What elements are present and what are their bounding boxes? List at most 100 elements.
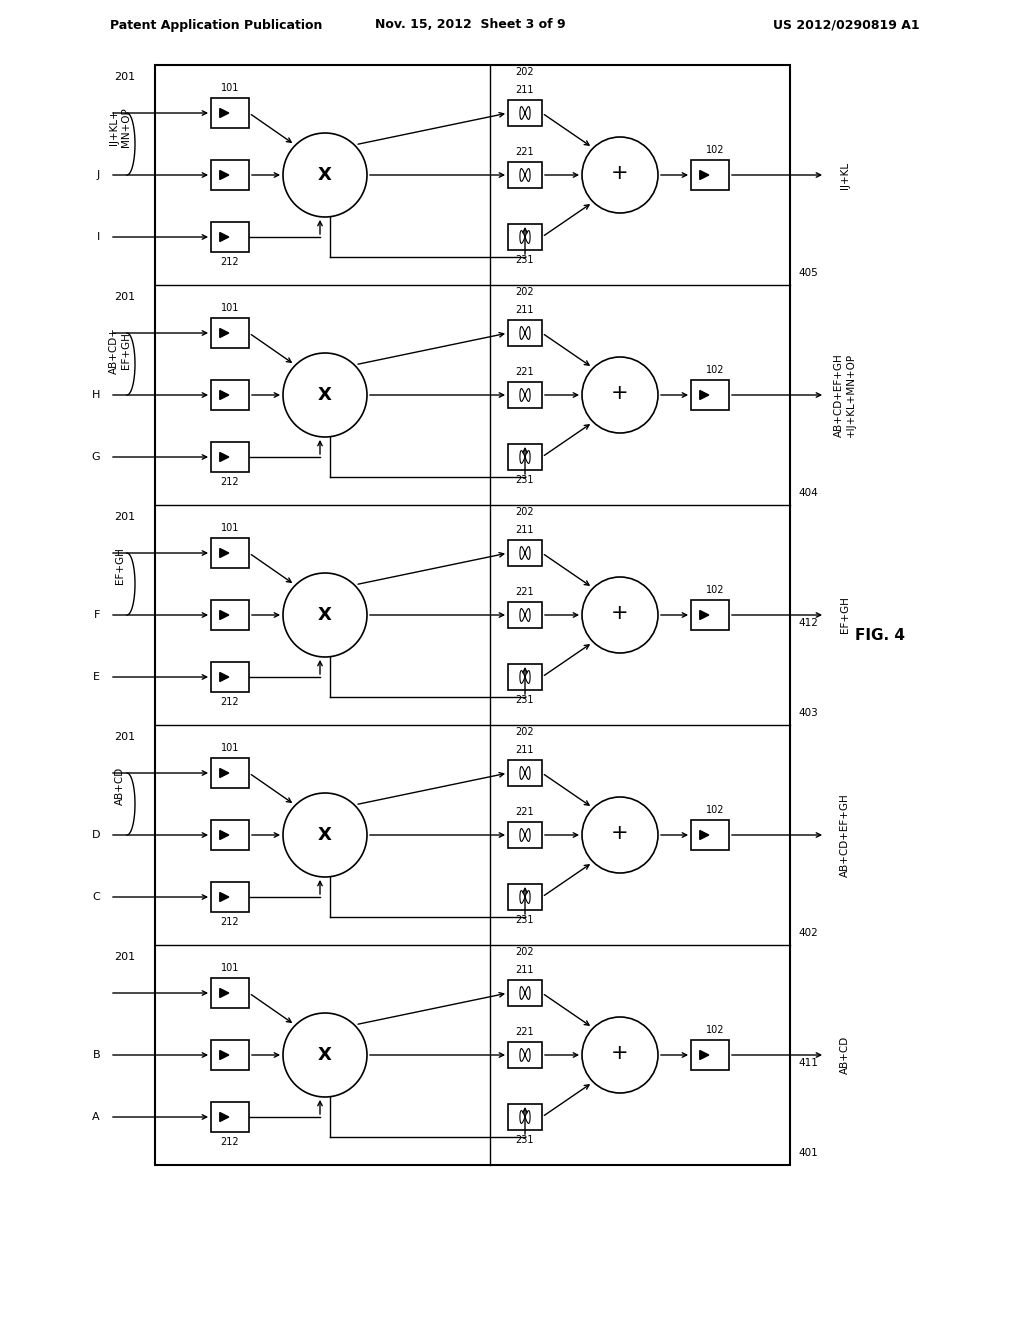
Text: +: + <box>611 603 629 623</box>
Text: 401: 401 <box>798 1148 818 1158</box>
Text: 201: 201 <box>114 512 135 521</box>
Text: B: B <box>92 1049 100 1060</box>
Text: 101: 101 <box>221 743 240 752</box>
Text: F: F <box>93 610 100 620</box>
Text: 201: 201 <box>114 733 135 742</box>
Text: X: X <box>318 385 332 404</box>
Text: 101: 101 <box>221 964 240 973</box>
Text: 201: 201 <box>114 73 135 82</box>
Text: 202: 202 <box>516 946 535 957</box>
Text: I: I <box>96 232 100 242</box>
Circle shape <box>582 137 658 213</box>
Bar <box>508 444 542 470</box>
Text: 211: 211 <box>516 525 535 535</box>
Text: 403: 403 <box>798 708 818 718</box>
Bar <box>508 319 542 346</box>
Text: 211: 211 <box>516 744 535 755</box>
Bar <box>508 979 542 1006</box>
Polygon shape <box>220 892 228 902</box>
Circle shape <box>283 133 367 216</box>
Polygon shape <box>220 170 228 180</box>
Text: FIG. 4: FIG. 4 <box>855 627 905 643</box>
Bar <box>211 978 249 1008</box>
Text: AB+CD: AB+CD <box>115 767 125 805</box>
Bar <box>691 820 729 850</box>
Polygon shape <box>220 989 228 998</box>
Text: C: C <box>92 892 100 902</box>
Circle shape <box>582 797 658 873</box>
Bar <box>211 442 249 473</box>
Circle shape <box>283 1012 367 1097</box>
Text: 202: 202 <box>516 727 535 737</box>
Bar <box>508 822 542 847</box>
Text: A: A <box>92 1111 100 1122</box>
Bar <box>155 65 790 1166</box>
Bar <box>508 100 542 125</box>
Text: 411: 411 <box>798 1059 818 1068</box>
Text: E: E <box>93 672 100 682</box>
Text: +: + <box>611 162 629 183</box>
Bar <box>211 758 249 788</box>
Text: AB+CD+
EF+GH: AB+CD+ EF+GH <box>110 327 131 374</box>
Text: 221: 221 <box>516 587 535 597</box>
Polygon shape <box>220 672 228 681</box>
Text: G: G <box>91 451 100 462</box>
Bar <box>508 760 542 785</box>
Text: 202: 202 <box>516 507 535 517</box>
Bar <box>691 160 729 190</box>
Bar <box>211 539 249 568</box>
Text: 102: 102 <box>706 585 724 595</box>
Circle shape <box>283 573 367 657</box>
Text: 212: 212 <box>221 477 240 487</box>
Text: 101: 101 <box>221 83 240 92</box>
Bar <box>211 318 249 348</box>
Text: 102: 102 <box>706 366 724 375</box>
Text: 102: 102 <box>706 805 724 814</box>
Polygon shape <box>220 453 228 462</box>
Text: X: X <box>318 606 332 624</box>
Text: +: + <box>611 1043 629 1063</box>
Text: EF+GH: EF+GH <box>115 546 125 583</box>
Text: AB+CD: AB+CD <box>840 1036 850 1074</box>
Text: 405: 405 <box>798 268 818 279</box>
Polygon shape <box>220 232 228 242</box>
Text: 212: 212 <box>221 917 240 927</box>
Bar <box>508 224 542 249</box>
Circle shape <box>283 793 367 876</box>
Text: J: J <box>96 170 100 180</box>
Text: D: D <box>91 830 100 840</box>
Bar <box>211 1040 249 1071</box>
Circle shape <box>582 356 658 433</box>
Bar <box>691 601 729 630</box>
Text: +: + <box>611 822 629 843</box>
Circle shape <box>582 1016 658 1093</box>
Polygon shape <box>699 1051 709 1060</box>
Text: 201: 201 <box>114 292 135 302</box>
Text: IJ+KL: IJ+KL <box>840 161 850 189</box>
Text: 221: 221 <box>516 1027 535 1038</box>
Bar <box>691 380 729 411</box>
Bar <box>211 380 249 411</box>
Text: +: + <box>611 383 629 403</box>
Polygon shape <box>699 170 709 180</box>
Text: AB+CD+EF+GH
+IJ+KL+MN+OP: AB+CD+EF+GH +IJ+KL+MN+OP <box>835 352 856 437</box>
Text: 102: 102 <box>706 145 724 154</box>
Bar <box>211 1102 249 1133</box>
Polygon shape <box>220 768 228 777</box>
Bar <box>211 882 249 912</box>
Polygon shape <box>220 610 228 619</box>
Text: 101: 101 <box>221 304 240 313</box>
Text: 101: 101 <box>221 523 240 533</box>
Text: 212: 212 <box>221 1137 240 1147</box>
Text: 211: 211 <box>516 305 535 315</box>
Text: 231: 231 <box>516 475 535 484</box>
Text: 412: 412 <box>798 618 818 628</box>
Bar <box>508 884 542 909</box>
Text: 211: 211 <box>516 965 535 975</box>
Circle shape <box>283 352 367 437</box>
Polygon shape <box>699 610 709 619</box>
Text: 221: 221 <box>516 367 535 378</box>
Bar <box>211 820 249 850</box>
Text: X: X <box>318 826 332 843</box>
Text: EF+GH: EF+GH <box>840 597 850 634</box>
